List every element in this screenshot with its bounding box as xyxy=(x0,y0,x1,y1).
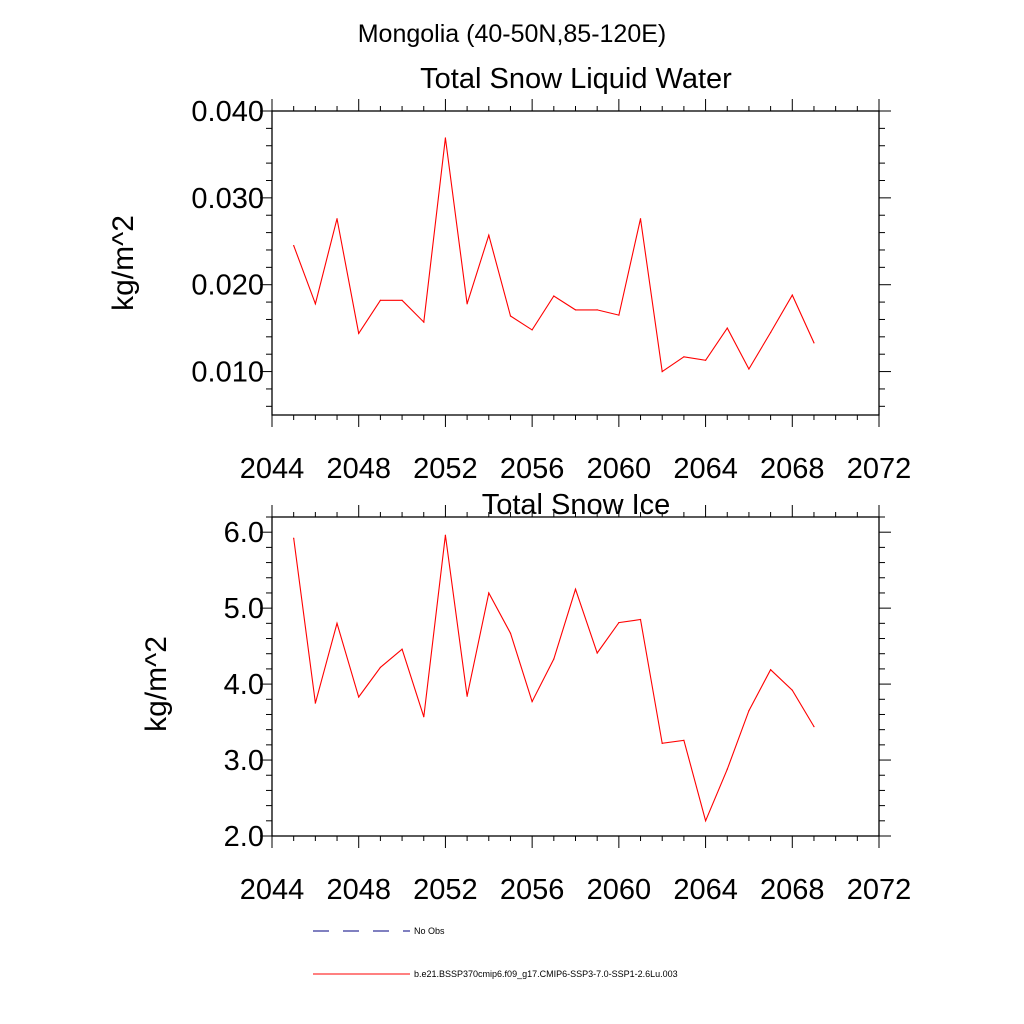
data-point xyxy=(683,739,685,741)
data-point xyxy=(618,314,620,316)
data-point xyxy=(444,137,447,139)
data-point xyxy=(748,710,750,712)
data-point xyxy=(704,359,707,361)
data-point xyxy=(704,820,707,822)
plot-frame xyxy=(271,110,880,416)
data-point xyxy=(293,245,295,247)
y-tick-label: 0.030 xyxy=(191,183,264,215)
data-point xyxy=(466,303,468,305)
data-point xyxy=(791,689,793,691)
y-tick-label: 0.010 xyxy=(191,357,264,389)
x-tick-label: 2052 xyxy=(413,453,478,485)
data-point xyxy=(444,534,447,536)
data-point xyxy=(336,622,338,624)
data-point xyxy=(791,294,793,296)
data-point xyxy=(314,303,316,305)
y-tick-label: 3.0 xyxy=(224,745,264,777)
data-point xyxy=(618,621,620,624)
data-point xyxy=(748,368,750,370)
plot-frame xyxy=(271,516,880,837)
data-point xyxy=(379,299,381,301)
data-point xyxy=(358,696,360,698)
data-point xyxy=(683,356,685,358)
data-point xyxy=(553,658,555,660)
data-point xyxy=(596,309,598,311)
x-tick-label: 2060 xyxy=(587,874,652,906)
panel-snow-liquid-water: Total Snow Liquid Water kg/m^2 2044 2048 2… xyxy=(107,63,911,485)
data-point xyxy=(661,370,663,373)
x-tick-label: 2052 xyxy=(413,874,478,906)
data-point xyxy=(488,234,490,236)
y-tick-label: 4.0 xyxy=(224,669,264,701)
x-tick-label: 2060 xyxy=(587,453,652,485)
y-tick-label: 5.0 xyxy=(224,593,264,625)
y-tick-label: 0.020 xyxy=(191,270,264,302)
data-point xyxy=(531,329,533,331)
series-line xyxy=(293,137,815,373)
data-point xyxy=(401,648,403,650)
panel-title: Total Snow Liquid Water xyxy=(420,63,732,95)
legend: No Obs b.e21.BSSP370cmip6.f09_g17.CMIP6-… xyxy=(313,926,678,979)
data-point xyxy=(314,702,316,704)
data-point xyxy=(293,537,295,539)
data-point xyxy=(401,299,403,301)
data-point xyxy=(574,309,577,311)
x-tick-label: 2064 xyxy=(673,874,738,906)
data-point xyxy=(509,315,512,317)
data-point xyxy=(423,716,425,718)
y-tick-label: 2.0 xyxy=(224,821,264,853)
figure-suptitle: Mongolia (40-50N,85-120E) xyxy=(358,20,667,48)
data-point xyxy=(531,700,533,703)
x-tick-label: 2068 xyxy=(760,874,825,906)
legend-model-label: b.e21.BSSP370cmip6.f09_g17.CMIP6-SSP3-7.… xyxy=(414,969,678,979)
y-tick-label: 6.0 xyxy=(224,517,264,549)
x-tick-label: 2056 xyxy=(500,874,565,906)
data-point xyxy=(488,592,490,594)
x-tick-label: 2044 xyxy=(240,874,305,906)
x-tick-label: 2044 xyxy=(240,453,305,485)
x-tick-label: 2068 xyxy=(760,453,825,485)
data-point xyxy=(770,331,772,334)
data-point xyxy=(639,618,642,621)
data-point xyxy=(466,695,468,697)
y-axis-label: kg/m^2 xyxy=(107,215,140,311)
series-line xyxy=(293,535,815,823)
data-point xyxy=(770,669,772,671)
x-tick-label: 2072 xyxy=(847,874,912,906)
data-point xyxy=(726,768,728,770)
data-point xyxy=(358,332,360,334)
data-point xyxy=(553,295,555,297)
data-point xyxy=(813,726,815,728)
data-point xyxy=(574,588,577,590)
panel-snow-ice: Total Snow Ice kg/m^2 2044 2048 2052 2056 20… xyxy=(140,489,911,906)
data-point xyxy=(813,342,815,344)
data-point xyxy=(596,652,598,654)
y-tick-label: 0.040 xyxy=(191,96,264,128)
y-axis-label: kg/m^2 xyxy=(140,636,173,732)
x-tick-label: 2056 xyxy=(500,453,565,485)
data-point xyxy=(379,666,381,668)
data-point xyxy=(509,632,512,634)
legend-obs-label: No Obs xyxy=(414,926,445,936)
data-point xyxy=(423,321,425,323)
data-point xyxy=(336,218,338,220)
x-tick-label: 2048 xyxy=(326,453,391,485)
data-point xyxy=(661,742,663,744)
x-tick-label: 2064 xyxy=(673,453,738,485)
data-point xyxy=(726,327,728,329)
x-tick-label: 2048 xyxy=(326,874,391,906)
data-point xyxy=(639,218,642,220)
x-tick-label: 2072 xyxy=(847,453,912,485)
